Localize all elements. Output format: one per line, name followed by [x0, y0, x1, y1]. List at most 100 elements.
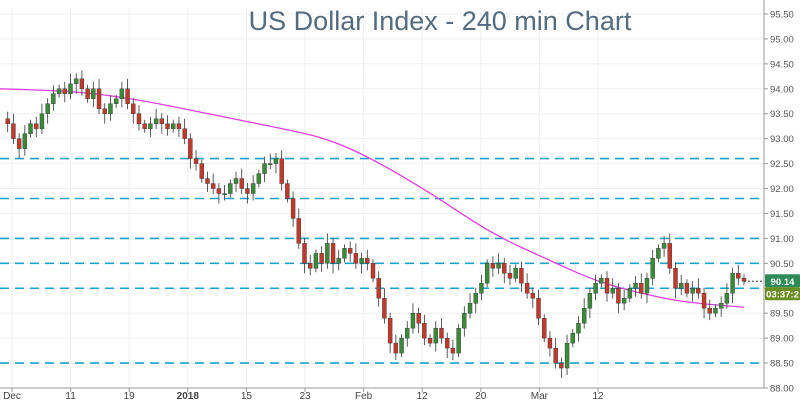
- candle-body-up: [250, 183, 256, 194]
- x-tick-label: 2018: [177, 391, 200, 400]
- candle-body-down: [205, 178, 210, 184]
- candle-body-down: [490, 263, 496, 269]
- candle-body-down: [85, 88, 90, 99]
- candle-body-up: [496, 263, 501, 269]
- moving-average-line: [0, 88, 745, 308]
- candle-body-down: [102, 108, 107, 114]
- candle: [34, 116, 39, 138]
- candle-body-down: [125, 88, 130, 104]
- candle-body-down: [176, 123, 182, 129]
- candle: [633, 276, 638, 297]
- x-tick-label: Feb: [355, 391, 373, 400]
- candle: [268, 153, 273, 170]
- candle-body-up: [108, 103, 113, 114]
- candle: [621, 289, 627, 311]
- candle: [456, 324, 461, 358]
- candle: [433, 321, 438, 352]
- candle-body-down: [347, 248, 353, 254]
- candle-body-down: [547, 337, 553, 349]
- candle: [273, 153, 279, 174]
- y-tick-label: 93.00: [770, 134, 794, 145]
- candle-body-up: [456, 327, 461, 354]
- candle: [102, 103, 107, 124]
- candle: [182, 118, 187, 145]
- candle: [553, 338, 558, 369]
- candle: [656, 244, 661, 263]
- candle-body-up: [433, 327, 438, 344]
- candle: [336, 249, 341, 271]
- y-tick-label: 90.50: [770, 259, 794, 270]
- candle: [205, 171, 210, 193]
- candle: [581, 298, 587, 329]
- moving-average-layer: [0, 88, 745, 308]
- candle: [256, 169, 262, 188]
- candle-body-down: [188, 138, 193, 159]
- candle-body-down: [96, 88, 102, 109]
- y-tick-label: 88.50: [770, 359, 794, 370]
- candle-body-down: [604, 278, 610, 294]
- candle: [559, 357, 564, 379]
- y-tick-label: 91.50: [770, 209, 794, 220]
- candle-body-down: [165, 123, 170, 129]
- candle-body-up: [587, 293, 593, 309]
- candle-body-up: [621, 298, 627, 304]
- countdown-label: 03:37:2: [766, 289, 799, 300]
- candle: [22, 125, 28, 156]
- candle: [570, 329, 575, 348]
- candle-body-up: [410, 312, 416, 329]
- candle-body-down: [182, 128, 187, 139]
- candle-body-up: [644, 278, 650, 294]
- x-tick-label: 11: [65, 391, 76, 400]
- candle: [62, 81, 67, 103]
- candle-body-up: [171, 123, 176, 129]
- candle: [450, 339, 456, 361]
- candle-body-down: [507, 273, 513, 279]
- candle-body-up: [633, 283, 638, 289]
- candle-body-up: [656, 248, 661, 259]
- candle: [96, 78, 102, 115]
- y-tick-label: 89.50: [770, 309, 794, 320]
- y-tick-label: 92.50: [770, 159, 794, 170]
- x-tick-label: 23: [299, 391, 311, 400]
- candle: [193, 150, 199, 171]
- candle-body-down: [62, 88, 67, 94]
- candle-body-up: [268, 163, 273, 165]
- candle: [28, 119, 33, 138]
- candle: [79, 70, 85, 96]
- candle: [376, 271, 381, 307]
- candle: [542, 314, 547, 343]
- candle: [131, 98, 136, 124]
- candle: [536, 289, 541, 326]
- candle-body-down: [285, 183, 290, 199]
- candle-body-up: [484, 263, 490, 284]
- candle-body-up: [336, 258, 341, 264]
- candle-body-down: [450, 347, 456, 354]
- candle-body-up: [473, 293, 478, 304]
- candle-body-down: [210, 183, 216, 189]
- candle-body-down: [382, 298, 387, 319]
- candle-body-down: [701, 293, 707, 309]
- candle: [153, 108, 159, 130]
- candle: [347, 241, 353, 262]
- candle: [313, 249, 319, 273]
- candle-body-up: [405, 327, 410, 339]
- candle: [5, 111, 10, 133]
- candle: [302, 237, 307, 274]
- countdown-badge: [765, 287, 800, 301]
- candle: [125, 78, 130, 110]
- candle-body-up: [113, 98, 119, 104]
- candle-body-up: [273, 158, 279, 164]
- candle-body-down: [296, 218, 301, 244]
- candle-body-down: [79, 78, 85, 89]
- candle-body-down: [542, 317, 547, 339]
- axes: [0, 0, 765, 389]
- candle-body-up: [576, 322, 581, 334]
- candle-body-up: [564, 342, 570, 369]
- candle-body-up: [262, 163, 267, 174]
- candle-body-up: [593, 283, 598, 294]
- candle-body-down: [302, 243, 307, 264]
- candle-body-down: [559, 362, 564, 369]
- candle-body-up: [119, 88, 125, 99]
